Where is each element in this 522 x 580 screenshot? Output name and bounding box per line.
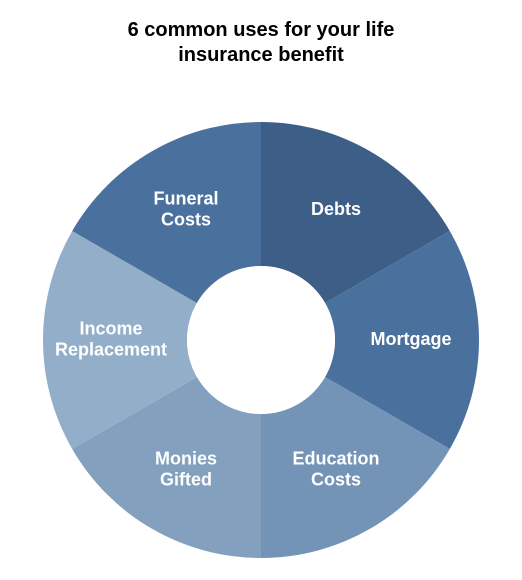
slice-label: MoniesGifted	[155, 448, 217, 489]
slice-label: FuneralCosts	[153, 188, 218, 229]
page: 6 common uses for your life insurance be…	[0, 0, 522, 580]
donut-svg: DebtsMortgageEducationCostsMoniesGiftedI…	[0, 0, 522, 580]
donut-chart: DebtsMortgageEducationCostsMoniesGiftedI…	[0, 0, 522, 580]
slice-label: Debts	[311, 199, 361, 219]
donut-hole	[187, 266, 335, 414]
slice-label: Mortgage	[371, 329, 452, 349]
